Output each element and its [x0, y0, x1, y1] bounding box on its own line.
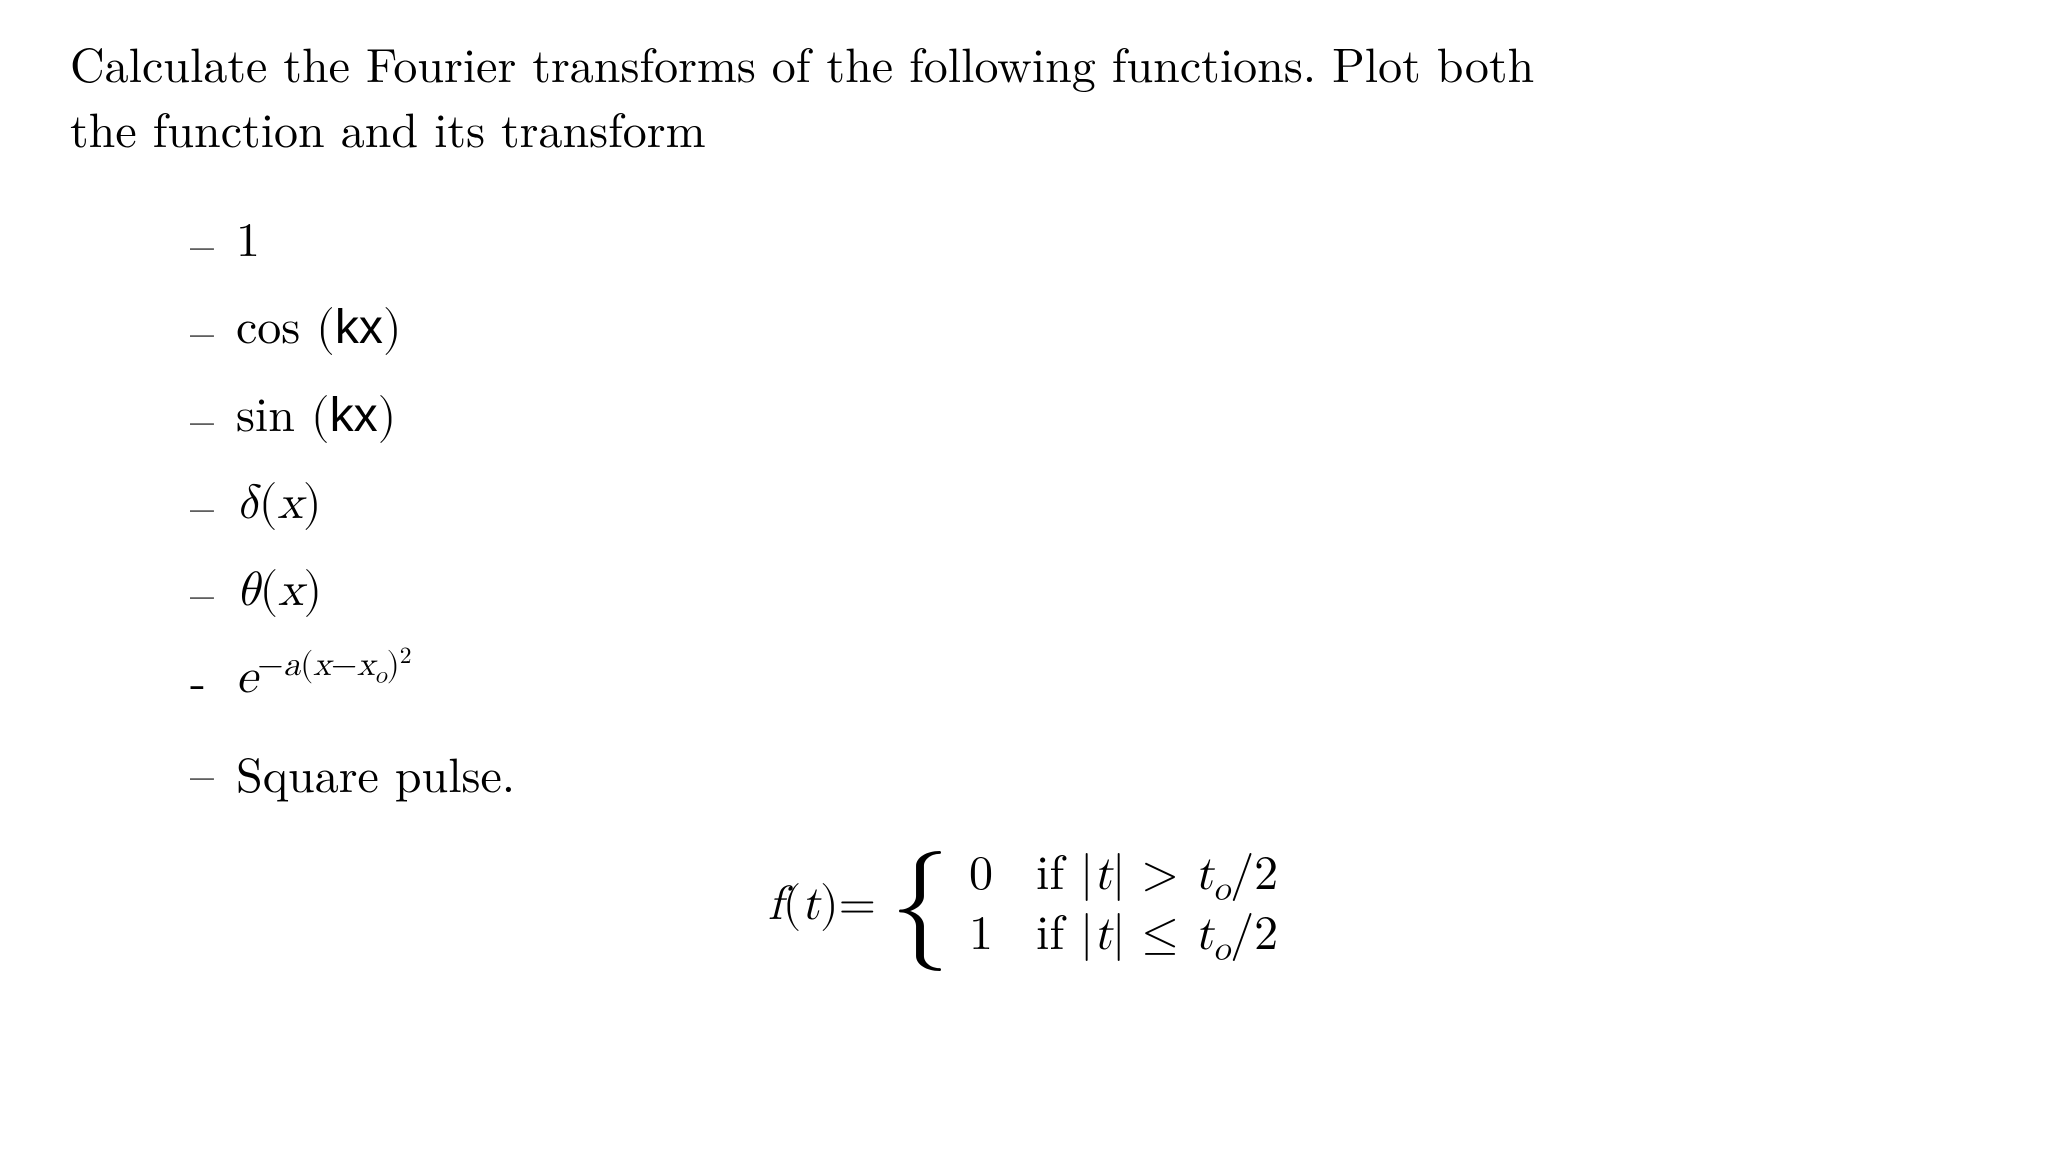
cases-brace: { 0 if |t| > to/2 1 if |t| ≤ to/2	[876, 845, 1278, 965]
le: ≤	[1125, 911, 1194, 959]
close-paren: )	[303, 480, 322, 528]
expr-sin: sin (kx)	[236, 384, 396, 450]
close-paren: )	[383, 305, 402, 353]
dash-icon: –	[190, 559, 236, 624]
item-delta: – δ(x)	[190, 472, 1976, 537]
t0-t: t	[1195, 851, 1214, 899]
open-paren: (	[259, 480, 278, 528]
delta-symbol: δ	[236, 480, 259, 528]
item-gaussian: - e−a(x−xo)2	[190, 646, 1976, 711]
open-paren: (	[259, 567, 278, 615]
expr-gaussian: e−a(x−xo)2	[236, 646, 411, 711]
case-row-0: 0 if |t| > to/2	[956, 845, 1278, 905]
close-paren: )	[378, 393, 397, 441]
dash-icon: –	[190, 740, 236, 805]
page: Calculate the Fourier transforms of the …	[0, 0, 2046, 1163]
square-pulse-label: Square pulse.	[236, 740, 515, 805]
gt: >	[1125, 851, 1194, 899]
open-paren: (	[316, 305, 335, 353]
arg-k: k	[330, 389, 354, 442]
case-value-1: 1	[956, 905, 1006, 965]
x0-o: o	[375, 663, 387, 687]
item-square-pulse: – Square pulse.	[190, 740, 1976, 805]
left-brace-icon: {	[876, 857, 956, 953]
arg-x: x	[354, 389, 378, 442]
t-var: t	[801, 881, 820, 929]
minus: −	[257, 648, 283, 682]
t0-o: o	[1213, 873, 1230, 907]
intro-line-2: the function and its transform	[70, 93, 706, 161]
e-base: e	[236, 654, 257, 702]
f-symbol: f	[768, 881, 783, 929]
dash-icon: –	[190, 297, 236, 362]
intro-text: Calculate the Fourier transforms of the …	[70, 30, 1976, 160]
lhs: f(t)	[768, 873, 839, 938]
over2: /2	[1230, 911, 1278, 959]
over2: /2	[1230, 851, 1278, 899]
minus: −	[331, 648, 357, 682]
gaussian-exponent: −a(x−xo)2	[257, 648, 411, 682]
piecewise-formula: f(t) = { 0 if |t| > to/2 1 if |t| ≤ to/2	[70, 845, 1976, 965]
dash-icon: –	[190, 210, 236, 275]
x-var: x	[313, 648, 331, 682]
case-value-0: 0	[956, 845, 1006, 905]
abs-t-1: |t|	[1080, 911, 1125, 959]
sin-fn: sin	[236, 393, 295, 441]
x0-x: x	[357, 648, 375, 682]
item-theta: – θ(x)	[190, 559, 1976, 624]
x-var: x	[278, 567, 303, 615]
dash-icon: -	[190, 646, 236, 711]
if-1: if	[1036, 911, 1080, 959]
case-cond-1: if |t| ≤ to/2	[1006, 905, 1278, 965]
t0-t: t	[1195, 911, 1214, 959]
dash-icon: –	[190, 472, 236, 537]
intro-line-1: Calculate the Fourier transforms of the …	[70, 28, 1534, 96]
cases: 0 if |t| > to/2 1 if |t| ≤ to/2	[956, 845, 1278, 965]
arg-x: x	[359, 301, 383, 354]
abs-t-0: |t|	[1080, 851, 1125, 899]
open-paren: (	[311, 393, 330, 441]
cos-fn: cos	[236, 305, 300, 353]
expr-theta: θ(x)	[236, 559, 322, 624]
a-coef: a	[283, 648, 300, 682]
item-one: – 1	[190, 210, 1976, 275]
expr-delta: δ(x)	[236, 472, 322, 537]
case-cond-0: if |t| > to/2	[1006, 845, 1278, 905]
t-var: t	[1093, 911, 1112, 959]
if-0: if	[1036, 851, 1080, 899]
expr-cos: cos (kx)	[236, 296, 402, 362]
t0-o: o	[1213, 933, 1230, 967]
theta-symbol: θ	[236, 567, 259, 615]
case-row-1: 1 if |t| ≤ to/2	[956, 905, 1278, 965]
arg-k: k	[335, 301, 359, 354]
equals: =	[839, 873, 876, 938]
item-cos: – cos (kx)	[190, 296, 1976, 362]
x-var: x	[277, 480, 302, 528]
expr-one: 1	[236, 210, 260, 275]
item-list: – 1 – cos (kx) – sin (kx) – δ(x) –	[70, 210, 1976, 806]
squared: 2	[400, 643, 412, 667]
dash-icon: –	[190, 385, 236, 450]
t-var: t	[1093, 851, 1112, 899]
close-paren: )	[303, 567, 322, 615]
item-sin: – sin (kx)	[190, 384, 1976, 450]
